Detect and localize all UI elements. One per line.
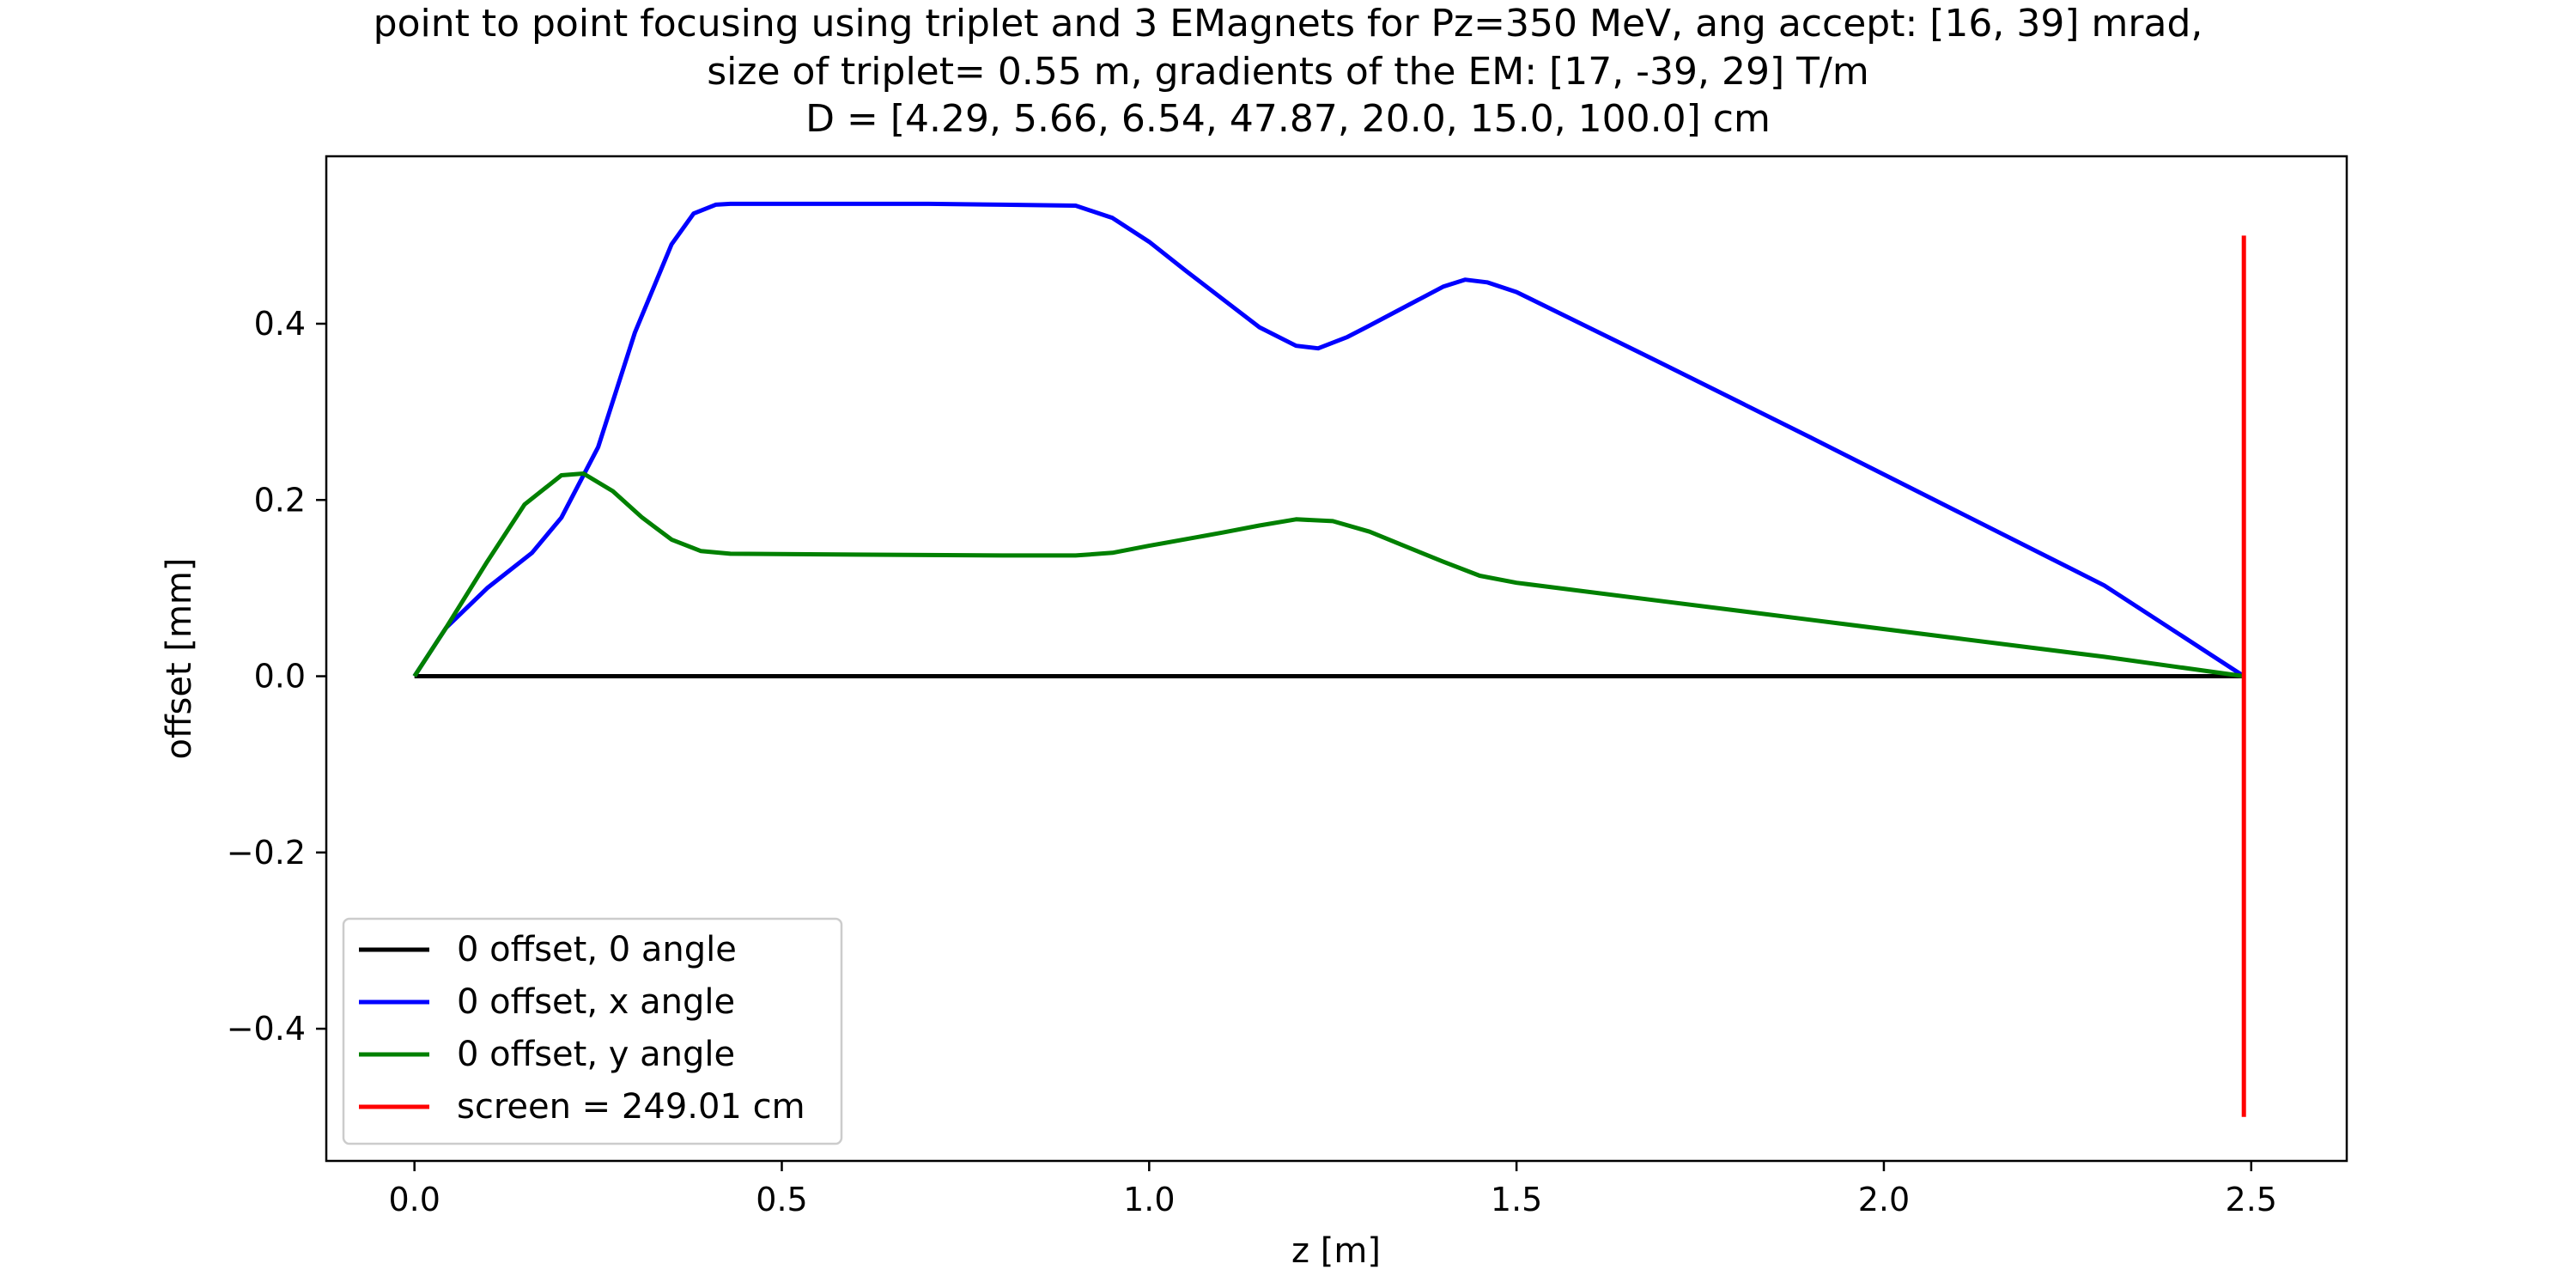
y-tick-label: −0.4	[227, 1010, 306, 1048]
x-axis-label: z [m]	[1291, 1231, 1381, 1271]
y-tick-label: −0.2	[227, 834, 306, 872]
legend-label: 0 offset, y angle	[457, 1035, 735, 1074]
x-axis-ticks: 0.0 0.5 1.0 1.5 2.0 2.5	[388, 1161, 2277, 1218]
y-axis-ticks: −0.4 −0.2 0.0 0.2 0.4	[227, 305, 326, 1048]
y-tick-label: 0.0	[254, 658, 306, 696]
legend-label: screen = 249.01 cm	[457, 1087, 805, 1127]
legend-label: 0 offset, 0 angle	[457, 930, 737, 969]
series-line-0-offset-y-angle	[412, 471, 2245, 678]
legend-label: 0 offset, x angle	[457, 982, 735, 1022]
y-tick-label: 0.2	[254, 481, 306, 519]
chart-title-line-3: D = [4.29, 5.66, 6.54, 47.87, 20.0, 15.0…	[805, 97, 1771, 141]
x-tick-label: 2.5	[2226, 1181, 2277, 1218]
legend: 0 offset, 0 angle 0 offset, x angle 0 offs…	[342, 917, 843, 1145]
chart-title-line-1: point to point focusing using triplet an…	[373, 2, 2203, 46]
series-line-0-offset-x-angle	[412, 201, 2245, 678]
legend-box	[342, 917, 843, 1145]
x-tick-label: 2.0	[1858, 1181, 1910, 1218]
x-tick-label: 1.0	[1123, 1181, 1175, 1218]
series-layer	[412, 201, 2246, 1117]
x-tick-label: 1.5	[1491, 1181, 1542, 1218]
x-tick-label: 0.5	[756, 1181, 807, 1218]
chart-title-line-2: size of triplet= 0.55 m, gradients of th…	[707, 50, 1869, 94]
y-tick-label: 0.4	[254, 305, 306, 343]
axes-frame	[325, 155, 2348, 1163]
x-tick-label: 0.0	[388, 1181, 440, 1218]
y-axis-label: offset [mm]	[160, 557, 199, 759]
